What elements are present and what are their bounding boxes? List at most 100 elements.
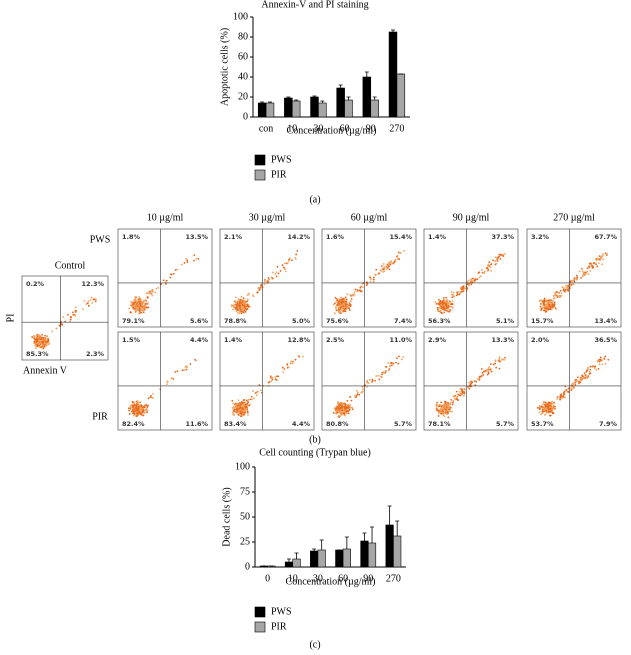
- flow-dot: [264, 280, 266, 283]
- flow-dot: [137, 300, 140, 303]
- flow-dot: [440, 307, 443, 310]
- flow-dot: [44, 340, 47, 343]
- flow-dot: [562, 289, 565, 292]
- flow-dot: [560, 292, 563, 295]
- flow-dot: [90, 296, 93, 299]
- flow-dot: [448, 300, 451, 303]
- flow-dot: [134, 307, 136, 310]
- flow-dot: [344, 299, 347, 302]
- flow-dot: [33, 340, 36, 343]
- flow-dot: [237, 403, 239, 406]
- flow-dot: [596, 257, 599, 260]
- flow-dot: [42, 341, 44, 344]
- flow-dot: [44, 339, 47, 342]
- flow-dot: [361, 385, 364, 388]
- flow-dot: [33, 342, 35, 345]
- flow-dot: [461, 288, 464, 290]
- flow-dot: [541, 409, 544, 412]
- flow-dot: [468, 381, 471, 384]
- flow-dot: [34, 347, 37, 349]
- quadrant-percent: 11.6%: [185, 420, 208, 428]
- flow-dot: [396, 257, 399, 260]
- flow-dot: [444, 305, 447, 308]
- flow-dot: [595, 259, 598, 262]
- flow-dot: [338, 298, 341, 300]
- flow-dot: [338, 303, 341, 306]
- bar: [310, 96, 319, 118]
- flow-dot: [548, 411, 550, 413]
- flow-dot: [337, 308, 340, 311]
- flow-dot: [144, 298, 147, 301]
- flow-dot: [448, 408, 450, 411]
- flow-dot: [259, 287, 261, 290]
- error-bar: [387, 505, 392, 525]
- flow-dot: [143, 412, 146, 414]
- quadrant-percent: 5.7%: [394, 420, 413, 428]
- x-tick-label: 10: [287, 123, 297, 134]
- flow-dot: [292, 360, 295, 363]
- flow-dot: [587, 273, 590, 275]
- flow-dot: [252, 390, 254, 392]
- flow-dot: [274, 376, 277, 378]
- flow-dot: [435, 404, 438, 407]
- flow-dot: [45, 344, 48, 347]
- flow-dot: [398, 258, 401, 260]
- flow-dot: [344, 408, 347, 411]
- column-header: 10 µg/ml: [147, 212, 184, 223]
- flow-dot: [338, 416, 341, 419]
- legend-label: PIR: [271, 169, 287, 180]
- flow-dot: [452, 294, 455, 296]
- flow-dot: [135, 409, 137, 412]
- flow-dot: [385, 268, 388, 271]
- flow-dot: [494, 362, 497, 365]
- flow-dot: [478, 276, 481, 279]
- flow-dot: [451, 300, 454, 302]
- flow-dot: [343, 306, 346, 309]
- bar: [317, 549, 326, 568]
- flow-dot: [371, 378, 374, 381]
- flow-plot-frame: [526, 331, 622, 431]
- flow-dot: [233, 414, 235, 417]
- flow-dot: [75, 310, 78, 312]
- flow-dot: [468, 387, 471, 390]
- flow-dot: [131, 401, 134, 404]
- flow-dot: [386, 263, 389, 266]
- flow-dot: [38, 334, 40, 337]
- flow-dot: [538, 411, 541, 414]
- flow-dot: [599, 255, 602, 258]
- flow-dot: [499, 257, 502, 260]
- flow-dot: [236, 408, 239, 411]
- flow-dot: [544, 413, 547, 416]
- flow-dot: [390, 260, 393, 262]
- flow-dot: [151, 290, 154, 292]
- quadrant-percent: 53.7%: [531, 420, 554, 428]
- flow-dot: [238, 301, 241, 303]
- flow-dot: [344, 403, 347, 405]
- flow-dot: [544, 404, 547, 407]
- flow-dot: [332, 412, 335, 414]
- flow-dot: [447, 416, 450, 419]
- flow-dot: [454, 394, 457, 397]
- flow-dot: [42, 347, 45, 349]
- legend-swatch: [254, 154, 266, 166]
- flow-dot: [387, 362, 390, 364]
- flow-dot: [234, 404, 236, 407]
- flow-dot: [448, 310, 451, 313]
- flow-dot: [474, 384, 477, 387]
- flow-dot: [436, 402, 439, 405]
- flow-dot: [562, 391, 565, 394]
- flow-dot: [166, 380, 169, 383]
- flow-dot: [55, 327, 58, 330]
- flow-dot: [490, 370, 493, 373]
- flow-dot: [83, 299, 86, 302]
- quadrant-percent: 5.1%: [496, 317, 515, 325]
- flow-dot: [380, 375, 382, 378]
- flow-dot: [442, 407, 445, 410]
- flow-dot: [138, 297, 141, 300]
- quadrant-percent: 5.6%: [190, 317, 209, 325]
- flow-dot: [501, 358, 504, 361]
- flow-dot: [447, 310, 450, 313]
- flow-dot: [240, 415, 242, 418]
- flow-dot: [284, 262, 286, 265]
- flow-dot: [130, 410, 133, 413]
